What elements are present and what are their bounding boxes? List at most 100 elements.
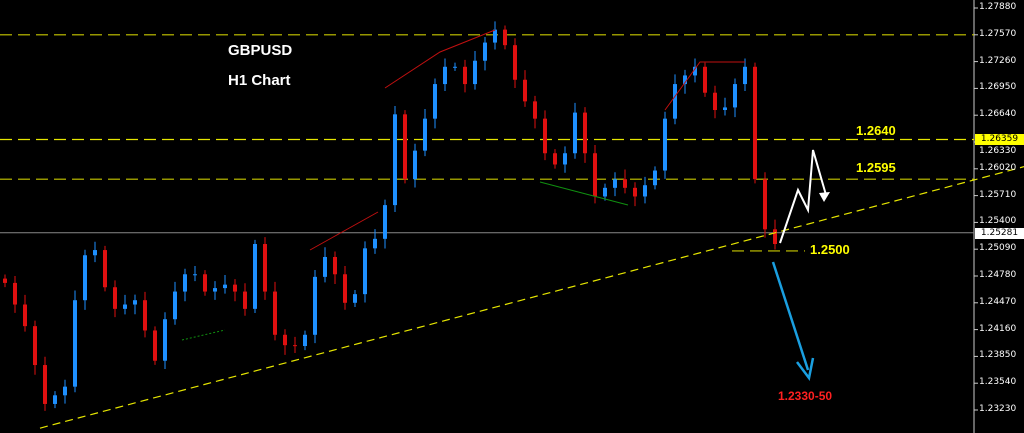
y-tick-label: 1.26640 [979,109,1017,120]
candle-body [543,118,547,154]
candle-body [293,345,297,347]
y-tick-label: 1.23230 [979,404,1017,414]
candle-body [313,276,317,335]
y-tick-label: 1.24780 [979,270,1017,280]
arrowhead-icon [796,357,815,381]
candle-body [623,179,627,188]
level-label-2: 1.2595 [856,160,896,175]
candle-body [3,278,7,283]
candle-body [573,112,577,154]
candle-body [693,66,697,76]
projection-arrow-up [779,149,827,244]
candle-body [253,244,257,309]
y-tick-label: 1.27260 [979,55,1017,66]
candle-body [323,256,327,277]
candle-body [23,304,27,327]
candle-body [333,256,337,275]
projection-arrow-down [771,261,810,371]
target-label: 1.2330-50 [778,389,833,403]
candle-body [683,75,687,85]
candle-body [443,66,447,85]
candle-body [113,287,117,309]
candle-body [203,274,207,292]
candle-body [13,282,17,305]
candle-body [703,66,707,93]
candle-body [673,84,677,119]
candle-body [493,29,497,43]
candle-body [503,29,507,46]
candle-body [153,330,157,361]
y-tick-label: 1.24470 [979,296,1017,307]
current-price-label: 1.25281 [975,228,1024,239]
y-tick-label: 1.25710 [979,189,1017,200]
y-tick-label: 1.24160 [979,323,1017,334]
candle-body [453,66,457,68]
candle-body [223,284,227,289]
level-label-1: 1.2640 [856,123,896,138]
pattern-line [664,61,745,111]
candle-body [643,185,647,197]
pattern-line [181,329,226,341]
candle-body [263,244,267,292]
candle-body [753,66,757,180]
y-tick-label: 1.26020 [979,162,1017,173]
y-tick-label: 1.25090 [979,243,1017,254]
candle-body [73,300,77,387]
candle-body [763,179,767,230]
candle-body [513,45,517,80]
candle-body [403,114,407,180]
y-tick-label: 1.25400 [979,216,1017,226]
candle-body [563,153,567,165]
candle-body [613,179,617,188]
candle-body [83,255,87,301]
marked-price-label: 1.26359 [975,134,1024,145]
candle-body [163,319,167,361]
arrowhead-icon [819,192,830,202]
candle-body [373,238,377,249]
candle-body [363,248,367,295]
candle-body [713,92,717,111]
candle-body [353,294,357,303]
candle-body [383,205,387,239]
candle-body [303,334,307,347]
candle-body [343,274,347,303]
y-tick-label: 1.26950 [979,82,1017,93]
y-tick-label: 1.27570 [979,28,1017,39]
candle-body [523,79,527,102]
candle-body [53,395,57,404]
candle-body [243,291,247,309]
candle-body [43,365,47,404]
candle-body [93,250,97,256]
candle-body [233,284,237,292]
trend-line [39,166,1024,429]
candle-body [603,187,607,197]
candle-body [463,66,467,85]
candle-body [733,84,737,108]
candle-body [393,114,397,206]
candle-body [213,288,217,292]
candle-body [483,42,487,61]
candle-body [123,304,127,309]
candle-body [653,170,657,186]
candle-body [663,118,667,171]
candle-body [183,274,187,292]
candle-body [433,84,437,119]
y-tick-label: 1.23850 [979,350,1017,361]
candle-body [583,112,587,154]
candle-body [283,334,287,346]
pattern-line [384,29,496,89]
y-tick-label: 1.27880 [979,2,1017,12]
candle-body [773,229,777,245]
candle-body [33,326,37,366]
candle-body [143,300,147,331]
chart-subtitle: H1 Chart [228,72,291,89]
y-tick-label: 1.26330 [979,146,1017,156]
candle-body [633,187,637,197]
candle-body [743,66,747,85]
candle-body [533,101,537,119]
level-label-3: 1.2500 [810,242,850,257]
y-tick-label: 1.23540 [979,377,1017,388]
candle-body [133,300,137,305]
candle-body [473,60,477,85]
